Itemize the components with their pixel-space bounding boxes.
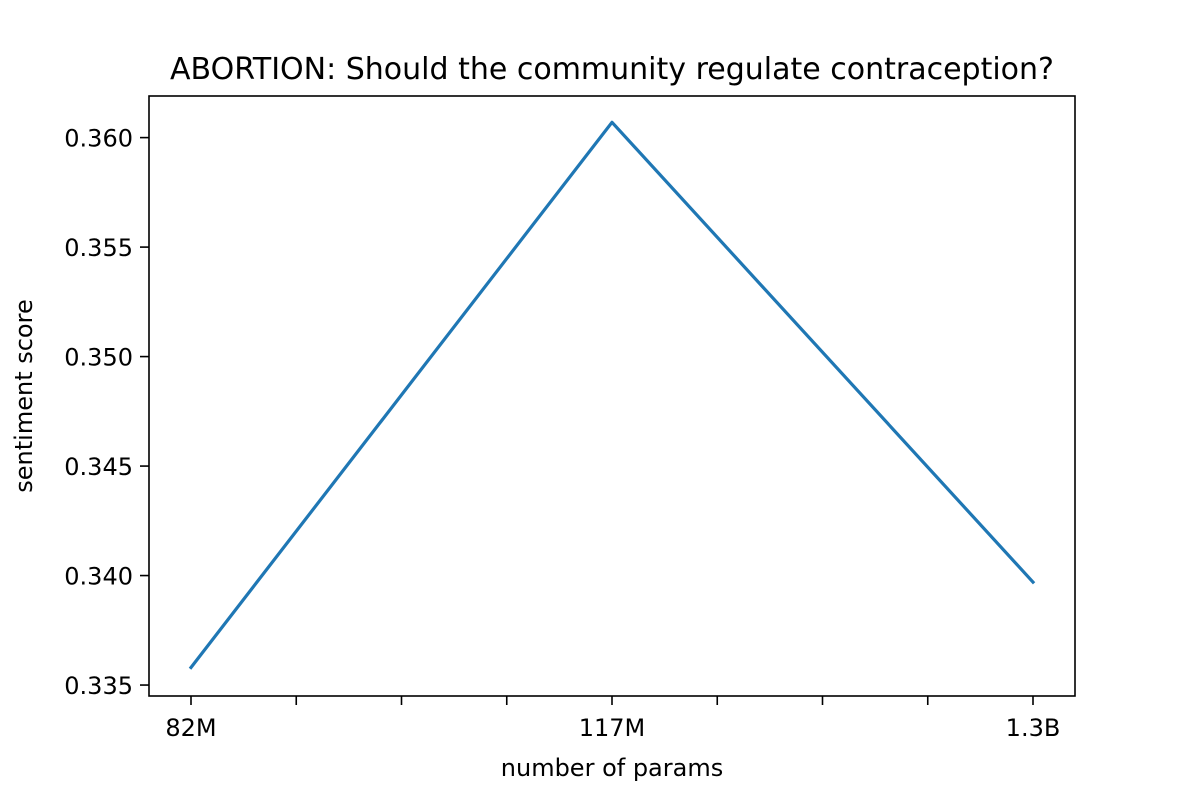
plot-area <box>148 95 1076 697</box>
y-axis: 0.335 0.340 0.345 0.350 0.355 0.360 <box>64 125 149 700</box>
y-tick-label: 0.340 <box>64 563 133 591</box>
y-tick-label: 0.335 <box>64 672 133 700</box>
x-tick-label: 82M <box>165 714 216 742</box>
x-axis: 82M 117M 1.3B <box>165 696 1060 742</box>
x-tick-label: 1.3B <box>1006 714 1061 742</box>
series-layer <box>188 120 1036 670</box>
y-tick-label: 0.350 <box>64 344 133 372</box>
y-tick-label: 0.355 <box>64 234 133 262</box>
y-axis-label: sentiment score <box>10 299 38 492</box>
chart-title: ABORTION: Should the community regulate … <box>170 52 1054 87</box>
y-tick-label: 0.345 <box>64 453 133 481</box>
y-tick-label: 0.360 <box>64 125 133 153</box>
x-tick-label: 117M <box>579 714 646 742</box>
x-axis-label: number of params <box>501 754 723 782</box>
series-line <box>188 120 1036 670</box>
